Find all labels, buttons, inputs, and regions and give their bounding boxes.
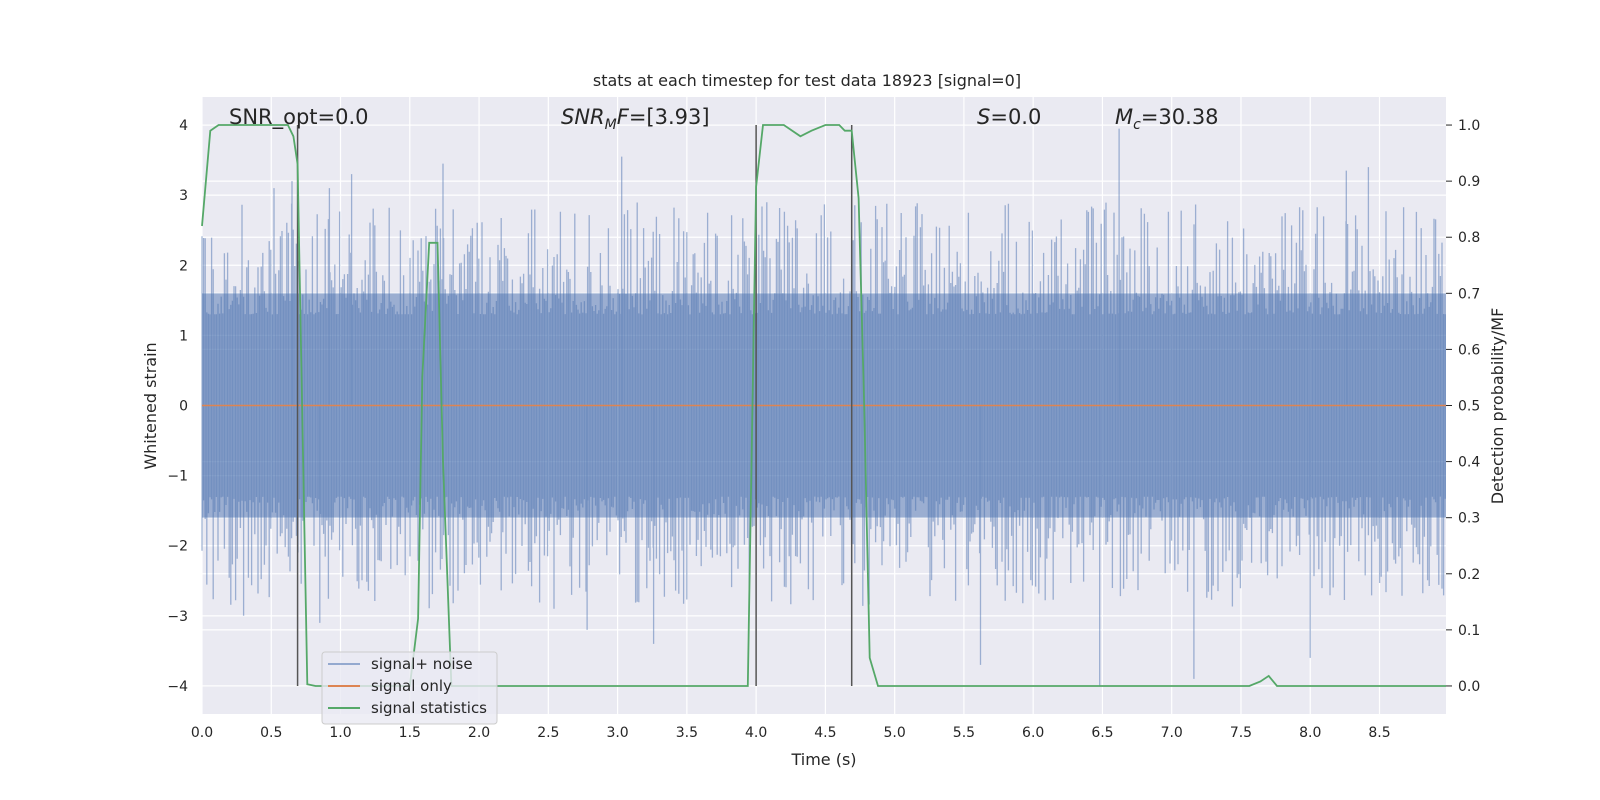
x-tick-label: 8.5 (1368, 725, 1390, 741)
x-tick-label: 2.5 (537, 725, 559, 741)
x-tick-label: 0.0 (191, 725, 213, 741)
y2-tick-label: 1.0 (1458, 118, 1480, 134)
annotation-mc: Mc=30.38 (1115, 105, 1219, 133)
chart-title: stats at each timestep for test data 189… (593, 71, 1021, 90)
y-tick-label: 3 (179, 188, 188, 204)
x-tick-label: 4.5 (814, 725, 836, 741)
x-tick-label: 3.5 (676, 725, 698, 741)
annotations: SNR_opt=0.0 SNRMF=[3.93] S=0.0 Mc=30.38 (229, 105, 1219, 133)
y2-tick-label: 0.9 (1458, 174, 1480, 190)
x-tick-label: 7.5 (1230, 725, 1252, 741)
y2-tick-label: 0.8 (1458, 230, 1480, 246)
y-tick-label: 4 (179, 118, 188, 134)
y2-axis-label: Detection probability/MF (1488, 308, 1507, 505)
y-tick-label: 0 (179, 399, 188, 415)
legend-label-noise: signal+ noise (371, 655, 473, 673)
x-tick-label: 2.0 (468, 725, 490, 741)
y-tick-label: −1 (167, 469, 188, 485)
x-tick-label: 1.0 (329, 725, 351, 741)
y2-tick-label: 0.2 (1458, 567, 1480, 583)
x-tick-label: 5.5 (953, 725, 975, 741)
y2-axis-ticks: 0.0 0.1 0.2 0.3 0.4 0.5 0.6 0.7 0.8 0.9 1.0 (1446, 118, 1480, 695)
x-tick-label: 3.0 (606, 725, 628, 741)
x-tick-label: 6.5 (1091, 725, 1113, 741)
legend-box (321, 651, 498, 725)
y-tick-label: −3 (167, 609, 188, 625)
annotation-s: S=0.0 (977, 105, 1041, 129)
y-tick-label: −2 (167, 539, 188, 555)
annotation-snr-opt: SNR_opt=0.0 (229, 105, 369, 130)
y2-tick-label: 0.7 (1458, 286, 1480, 302)
y2-tick-label: 0.1 (1458, 623, 1480, 639)
x-tick-label: 5.0 (884, 725, 906, 741)
y-tick-label: 1 (179, 328, 188, 344)
y-axis-label: Whitened strain (141, 342, 160, 469)
y2-tick-label: 0.0 (1458, 679, 1480, 695)
y2-tick-label: 0.5 (1458, 399, 1480, 415)
legend: signal+ noise signal only signal statist… (321, 651, 498, 725)
x-tick-label: 6.0 (1022, 725, 1044, 741)
signal-statistics-line (201, 124, 1446, 687)
y2-tick-label: 0.4 (1458, 455, 1480, 471)
signal-statistics-series (201, 124, 1446, 687)
x-tick-label: 7.0 (1161, 725, 1183, 741)
legend-label-statistics: signal statistics (371, 699, 487, 717)
legend-label-signal: signal only (371, 677, 452, 695)
y-tick-label: −4 (167, 679, 188, 695)
x-tick-label: 8.0 (1299, 725, 1321, 741)
y-axis-ticks: −4 −3 −2 −1 0 1 2 3 4 (167, 118, 188, 695)
annotation-snr-mf: SNRMF=[3.93] (561, 105, 710, 133)
y2-tick-label: 0.3 (1458, 511, 1480, 527)
x-tick-label: 1.5 (399, 725, 421, 741)
x-tick-label: 4.0 (745, 725, 767, 741)
x-tick-label: 0.5 (260, 725, 282, 741)
x-axis-ticks: 0.0 0.5 1.0 1.5 2.0 2.5 3.0 3.5 4.0 4.5 5.0 5.5 6.0 6… (191, 725, 1391, 741)
y-tick-label: 2 (179, 258, 188, 274)
x-axis-label: Time (s) (790, 750, 856, 769)
y2-tick-label: 0.6 (1458, 342, 1480, 358)
